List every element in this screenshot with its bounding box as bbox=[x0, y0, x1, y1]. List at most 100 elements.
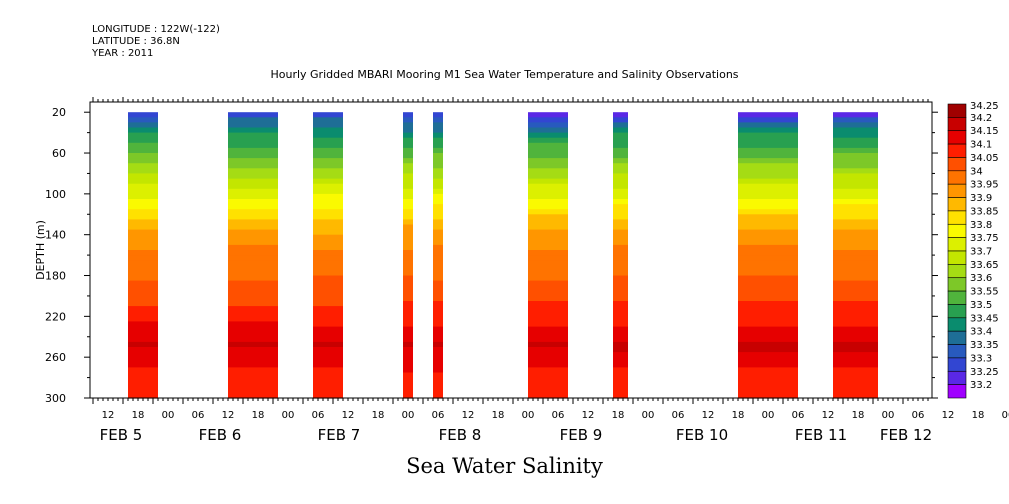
salinity-cell bbox=[403, 275, 413, 282]
salinity-cell bbox=[313, 178, 343, 185]
x-tick-label: 00 bbox=[882, 410, 895, 421]
date-label: FEB 10 bbox=[676, 426, 728, 444]
salinity-cell bbox=[313, 316, 343, 322]
plot-frame bbox=[89, 101, 933, 399]
salinity-cell bbox=[228, 280, 278, 287]
salinity-cell bbox=[228, 117, 278, 123]
colorbar-label: 33.3 bbox=[970, 353, 992, 364]
salinity-cell bbox=[228, 341, 278, 348]
salinity-cell bbox=[403, 392, 413, 399]
salinity-cell bbox=[833, 234, 878, 241]
salinity-cell bbox=[528, 142, 568, 149]
salinity-cell bbox=[738, 112, 798, 118]
salinity-cell bbox=[613, 260, 628, 266]
salinity-cell bbox=[313, 372, 343, 379]
salinity-cell bbox=[833, 178, 878, 185]
salinity-cell bbox=[228, 142, 278, 149]
salinity-cell bbox=[613, 280, 628, 287]
salinity-cell bbox=[833, 347, 878, 353]
salinity-cell bbox=[833, 362, 878, 368]
salinity-cell bbox=[433, 306, 443, 312]
variable-title: Sea Water Salinity bbox=[406, 454, 603, 478]
salinity-cell bbox=[528, 153, 568, 159]
colorbar-swatch bbox=[947, 170, 967, 185]
x-tick-label: 12 bbox=[702, 410, 715, 421]
salinity-cell bbox=[528, 295, 568, 302]
salinity-cell bbox=[228, 336, 278, 343]
salinity-cell bbox=[833, 199, 878, 205]
salinity-cell bbox=[403, 326, 413, 333]
salinity-cell bbox=[613, 193, 628, 200]
salinity-cell bbox=[433, 392, 443, 399]
salinity-cell bbox=[528, 239, 568, 246]
salinity-cell bbox=[738, 173, 798, 180]
salinity-cell bbox=[833, 377, 878, 384]
salinity-cell bbox=[738, 224, 798, 231]
salinity-cell bbox=[738, 153, 798, 159]
salinity-cell bbox=[403, 173, 413, 180]
salinity-cell bbox=[613, 244, 628, 251]
salinity-cell bbox=[228, 122, 278, 129]
colorbar-label: 33.75 bbox=[970, 233, 999, 244]
colorbar-swatch bbox=[947, 330, 967, 345]
salinity-cell bbox=[313, 255, 343, 261]
colorbar-label: 33.55 bbox=[970, 287, 999, 298]
salinity-cell bbox=[228, 250, 278, 256]
salinity-cell bbox=[128, 392, 158, 399]
salinity-cell bbox=[313, 193, 343, 200]
x-tick-label: 12 bbox=[582, 410, 595, 421]
salinity-cell bbox=[433, 147, 443, 154]
salinity-cell bbox=[128, 270, 158, 277]
salinity-cell bbox=[528, 341, 568, 348]
salinity-cell bbox=[738, 137, 798, 144]
salinity-cell bbox=[738, 178, 798, 185]
salinity-cell bbox=[528, 204, 568, 210]
year-label: YEAR : 2011 bbox=[92, 48, 154, 59]
salinity-cell bbox=[433, 265, 443, 271]
salinity-cell bbox=[833, 387, 878, 394]
salinity-cell bbox=[738, 158, 798, 164]
salinity-cell bbox=[403, 122, 413, 129]
salinity-cell bbox=[228, 127, 278, 134]
salinity-cell bbox=[228, 229, 278, 236]
salinity-cell bbox=[313, 112, 343, 118]
x-tick-label: 00 bbox=[282, 410, 295, 421]
salinity-cell bbox=[613, 275, 628, 282]
salinity-cell bbox=[738, 341, 798, 348]
salinity-segment bbox=[528, 112, 568, 399]
salinity-cell bbox=[433, 377, 443, 384]
salinity-cell bbox=[313, 239, 343, 246]
salinity-cell bbox=[833, 270, 878, 277]
salinity-cell bbox=[228, 357, 278, 363]
salinity-cell bbox=[433, 163, 443, 169]
salinity-cell bbox=[313, 183, 343, 190]
salinity-segment bbox=[313, 112, 343, 399]
salinity-cell bbox=[128, 362, 158, 368]
salinity-cell bbox=[433, 178, 443, 185]
salinity-cell bbox=[128, 209, 158, 215]
salinity-cell bbox=[833, 367, 878, 374]
salinity-cell bbox=[433, 382, 443, 389]
salinity-cell bbox=[738, 306, 798, 312]
salinity-cell bbox=[433, 352, 443, 358]
salinity-cell bbox=[228, 321, 278, 328]
salinity-cell bbox=[228, 285, 278, 292]
colorbar-swatch bbox=[947, 250, 967, 265]
salinity-cell bbox=[228, 199, 278, 205]
salinity-cell bbox=[738, 357, 798, 363]
salinity-cell bbox=[613, 183, 628, 190]
salinity-cell bbox=[528, 260, 568, 266]
salinity-cell bbox=[313, 311, 343, 317]
salinity-cell bbox=[228, 347, 278, 353]
salinity-cell bbox=[128, 168, 158, 174]
salinity-cell bbox=[833, 214, 878, 220]
salinity-cell bbox=[738, 214, 798, 220]
salinity-cell bbox=[128, 158, 158, 164]
salinity-cell bbox=[738, 244, 798, 251]
salinity-cell bbox=[433, 142, 443, 149]
salinity-cell bbox=[528, 147, 568, 154]
salinity-cell bbox=[613, 326, 628, 333]
salinity-cell bbox=[738, 163, 798, 169]
x-tick-label: 06 bbox=[672, 410, 685, 421]
salinity-cell bbox=[833, 255, 878, 261]
